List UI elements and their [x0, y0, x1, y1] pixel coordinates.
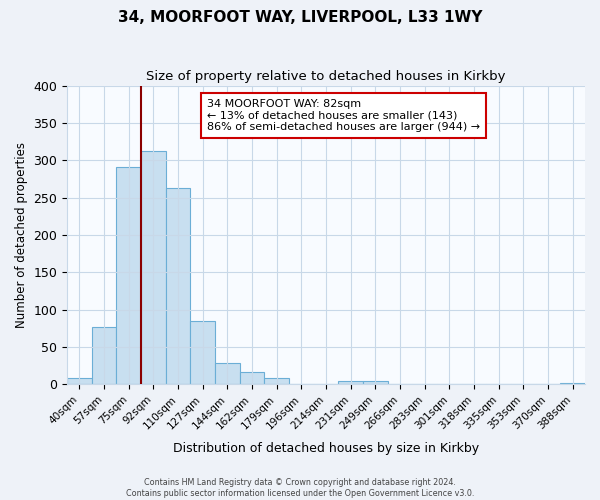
Bar	[92, 327, 116, 384]
Bar	[116, 167, 141, 384]
Y-axis label: Number of detached properties: Number of detached properties	[15, 142, 28, 328]
Bar	[141, 150, 166, 384]
Bar	[190, 321, 215, 384]
Bar	[166, 188, 190, 384]
Bar	[240, 372, 265, 384]
Bar	[67, 378, 92, 384]
Text: Contains HM Land Registry data © Crown copyright and database right 2024.
Contai: Contains HM Land Registry data © Crown c…	[126, 478, 474, 498]
Text: 34 MOORFOOT WAY: 82sqm
← 13% of detached houses are smaller (143)
86% of semi-de: 34 MOORFOOT WAY: 82sqm ← 13% of detached…	[207, 99, 480, 132]
Bar	[363, 380, 388, 384]
Text: 34, MOORFOOT WAY, LIVERPOOL, L33 1WY: 34, MOORFOOT WAY, LIVERPOOL, L33 1WY	[118, 10, 482, 25]
Title: Size of property relative to detached houses in Kirkby: Size of property relative to detached ho…	[146, 70, 506, 83]
Bar	[265, 378, 289, 384]
Bar	[215, 364, 240, 384]
X-axis label: Distribution of detached houses by size in Kirkby: Distribution of detached houses by size …	[173, 442, 479, 455]
Bar	[338, 380, 363, 384]
Bar	[560, 383, 585, 384]
